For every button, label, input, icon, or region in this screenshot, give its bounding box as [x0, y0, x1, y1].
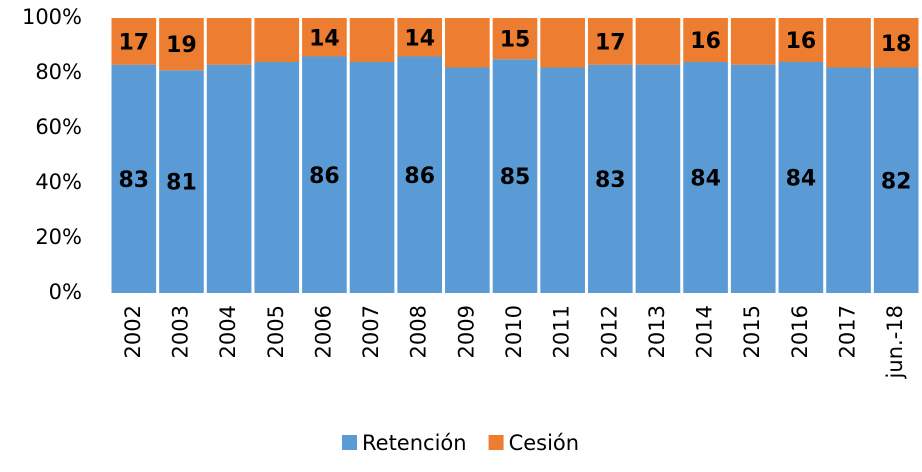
- x-tick-label: 2017: [836, 305, 860, 358]
- data-label: 83: [119, 168, 150, 193]
- bar-segment: [635, 64, 681, 293]
- data-label: 18: [881, 32, 912, 57]
- data-label: 86: [404, 164, 435, 189]
- bar-segment: [445, 67, 490, 293]
- y-tick-label: 20%: [35, 225, 82, 249]
- bar-segment: [397, 18, 443, 57]
- bar-segment: [492, 59, 538, 293]
- bar-segment: [302, 18, 347, 57]
- x-tick-label: 2014: [693, 305, 717, 358]
- data-label: 16: [786, 29, 817, 54]
- bar-segment: [683, 62, 728, 293]
- bar-segment: [349, 62, 395, 293]
- bar-segment: [540, 18, 585, 68]
- x-tick-label: 2008: [407, 305, 431, 358]
- legend-label: Retención: [362, 431, 467, 455]
- bar-segment: [730, 18, 776, 65]
- bar-segment: [159, 18, 204, 71]
- bar-segment: [873, 67, 919, 293]
- bar-segment: [778, 62, 824, 293]
- bar-segment: [587, 18, 633, 65]
- bar-segment: [206, 18, 252, 65]
- data-label: 85: [500, 165, 531, 190]
- data-label: 82: [881, 169, 912, 194]
- bar-segment: [826, 18, 871, 68]
- legend-swatch: [342, 435, 357, 450]
- bar-segment: [111, 18, 157, 65]
- y-tick-label: 80%: [35, 60, 82, 84]
- data-label: 19: [166, 33, 197, 58]
- bar-segment: [778, 18, 824, 62]
- bar-segment: [587, 64, 633, 293]
- bar-segment: [492, 18, 538, 60]
- data-label: 84: [786, 167, 817, 192]
- bar-segment: [826, 67, 871, 293]
- x-tick-label: 2011: [550, 305, 574, 358]
- x-tick-label: 2010: [502, 305, 526, 358]
- bar-segment: [397, 56, 443, 293]
- bar-segment: [159, 70, 204, 293]
- data-label: 14: [309, 26, 340, 51]
- bar-segment: [111, 64, 157, 293]
- x-tick-label: 2005: [264, 305, 288, 358]
- data-label: 15: [500, 28, 531, 53]
- bar-segment: [445, 18, 490, 68]
- y-tick-label: 60%: [35, 115, 82, 139]
- bar-segment: [873, 18, 919, 68]
- x-tick-label: 2007: [359, 305, 383, 358]
- bar-segment: [683, 18, 728, 62]
- x-tick-label: 2009: [454, 305, 478, 358]
- x-tick-label: 2016: [788, 305, 812, 358]
- data-label: 17: [595, 30, 626, 55]
- y-tick-label: 40%: [35, 170, 82, 194]
- legend-swatch: [488, 435, 504, 450]
- bar-segment: [254, 18, 300, 62]
- bar-segment: [254, 62, 300, 293]
- data-label: 16: [690, 29, 721, 54]
- data-label: 83: [595, 168, 626, 193]
- x-tick-label: 2002: [121, 305, 145, 358]
- bar-segment: [349, 18, 395, 62]
- x-tick-label: 2006: [311, 305, 335, 358]
- legend-label: Cesión: [509, 431, 580, 455]
- bar-segment: [540, 67, 585, 293]
- x-tick-label: jun.-18: [883, 305, 907, 379]
- x-tick-label: 2013: [645, 305, 669, 358]
- data-label: 81: [166, 171, 197, 196]
- data-label: 14: [404, 26, 435, 51]
- bar-segment: [730, 64, 776, 293]
- data-label: 86: [309, 164, 340, 189]
- bar-segment: [206, 64, 252, 293]
- x-tick-label: 2012: [597, 305, 621, 358]
- data-label: 17: [119, 30, 150, 55]
- x-tick-label: 2003: [168, 305, 192, 358]
- bar-segment: [635, 18, 681, 65]
- x-tick-label: 2015: [740, 305, 764, 358]
- y-tick-label: 100%: [22, 5, 82, 29]
- data-label: 84: [690, 167, 721, 192]
- bar-segment: [302, 56, 347, 293]
- y-tick-label: 0%: [49, 280, 82, 304]
- x-tick-label: 2004: [216, 305, 240, 358]
